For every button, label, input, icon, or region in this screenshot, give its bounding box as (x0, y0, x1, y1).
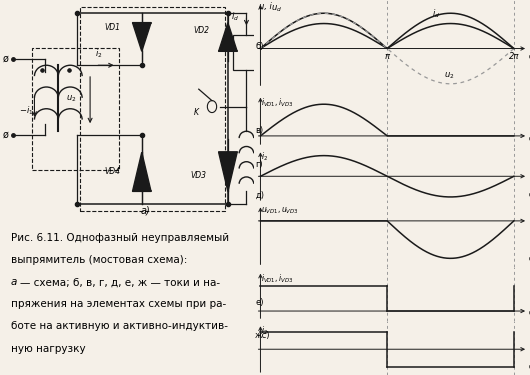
Text: — схема; б, в, г, д, е, ж — токи и на-: — схема; б, в, г, д, е, ж — токи и на- (20, 278, 220, 287)
Text: $i_d$: $i_d$ (231, 10, 239, 23)
Text: $u_2$: $u_2$ (444, 71, 455, 81)
Text: б): б) (255, 42, 264, 51)
Text: ϑ: ϑ (529, 362, 530, 371)
Text: 2π: 2π (509, 52, 519, 61)
Text: Рис. 6.11. Однофазный неуправляемый: Рис. 6.11. Однофазный неуправляемый (11, 233, 229, 243)
Text: u, i: u, i (259, 2, 272, 11)
Polygon shape (218, 152, 237, 191)
Text: а): а) (141, 205, 151, 215)
Text: ϑ: ϑ (529, 254, 530, 263)
Bar (80, 6, 225, 211)
Text: ϑ: ϑ (529, 52, 530, 61)
Text: ную нагрузку: ную нагрузку (11, 344, 85, 354)
Text: ø: ø (2, 54, 8, 64)
Text: г): г) (255, 160, 263, 169)
Polygon shape (218, 22, 237, 51)
Text: VD1: VD1 (105, 24, 121, 33)
Text: в): в) (255, 126, 263, 135)
Text: VD4: VD4 (105, 167, 121, 176)
Text: $i_{VD1}, i_{VD3}$: $i_{VD1}, i_{VD3}$ (261, 96, 293, 109)
Bar (32, 48, 119, 170)
Text: боте на активную и активно-индуктив-: боте на активную и активно-индуктив- (11, 321, 227, 332)
Polygon shape (132, 152, 151, 191)
Text: д): д) (255, 191, 264, 200)
Text: $i_2$: $i_2$ (261, 324, 268, 337)
Text: выпрямитель (мостовая схема):: выпрямитель (мостовая схема): (11, 255, 187, 265)
Text: а: а (11, 278, 17, 287)
Polygon shape (132, 22, 151, 51)
Text: $u_{VD1}, u_{VD3}$: $u_{VD1}, u_{VD3}$ (261, 205, 298, 216)
Text: $R_d$: $R_d$ (262, 46, 274, 58)
Text: пряжения на элементах схемы при ра-: пряжения на элементах схемы при ра- (11, 299, 226, 309)
Text: ϑ: ϑ (529, 308, 530, 317)
Text: VD3: VD3 (191, 171, 207, 180)
Text: жс): жс) (255, 331, 271, 340)
Text: $i_2$: $i_2$ (261, 151, 268, 163)
Text: ϑ: ϑ (529, 134, 530, 143)
Text: ϑ: ϑ (529, 190, 530, 199)
Text: $i_{VD1}, i_{VD3}$: $i_{VD1}, i_{VD3}$ (261, 273, 293, 285)
Text: VD2: VD2 (193, 26, 209, 34)
Text: $u_2$: $u_2$ (66, 93, 77, 104)
Text: $u_d$: $u_d$ (270, 3, 281, 14)
Text: K: K (193, 108, 198, 117)
Text: $i_d$: $i_d$ (431, 7, 439, 20)
Text: е): е) (255, 298, 264, 307)
Text: $i_2$: $i_2$ (95, 48, 103, 60)
Text: $L_d$: $L_d$ (257, 155, 268, 167)
Text: $-i_1$: $-i_1$ (19, 104, 33, 117)
Text: ø: ø (2, 130, 8, 140)
Text: π: π (385, 52, 390, 61)
